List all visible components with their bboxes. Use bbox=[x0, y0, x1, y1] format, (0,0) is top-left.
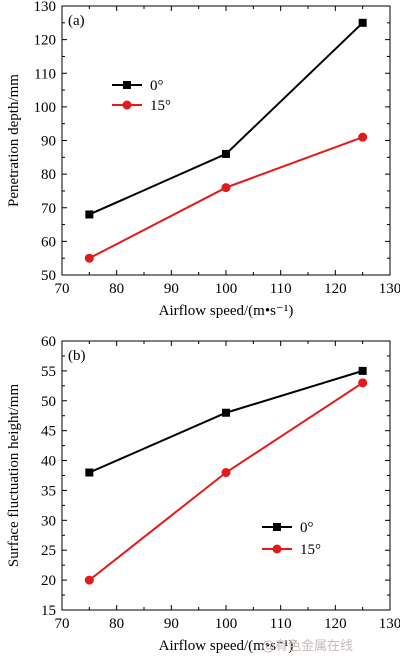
y-tick-label: 70 bbox=[41, 201, 56, 217]
legend-label: 0° bbox=[150, 78, 164, 94]
data-point-square bbox=[358, 18, 367, 27]
x-tick-label: 70 bbox=[55, 281, 70, 297]
data-point-square bbox=[222, 408, 230, 417]
x-tick-label: 100 bbox=[215, 616, 238, 632]
series-line-0 bbox=[88, 369, 363, 474]
chart-surface-fluctuation: 70 80 90 100 110 120 130 15 20 25 30 35 40 45 50 55 60 Ai… bbox=[6, 334, 400, 654]
x-tick-label: 80 bbox=[109, 281, 124, 297]
legend-label: 0° bbox=[300, 520, 314, 536]
y-tick-label: 40 bbox=[41, 454, 56, 470]
watermark-text: @有色金属在线 bbox=[262, 638, 353, 654]
y-tick-label: 130 bbox=[34, 0, 57, 15]
data-point-circle bbox=[221, 183, 231, 193]
x-tick-label: 100 bbox=[215, 281, 238, 297]
y-tick-label: 80 bbox=[41, 167, 56, 183]
x-tick-label: 110 bbox=[270, 281, 292, 297]
y-tick-label: 55 bbox=[41, 364, 56, 380]
y-tick-label: 30 bbox=[41, 513, 56, 529]
x-tick-label: 120 bbox=[324, 281, 347, 297]
data-point-square bbox=[358, 366, 367, 375]
y-tick-label: 60 bbox=[41, 234, 56, 250]
legend-marker-circle bbox=[122, 100, 132, 110]
y-tick-label: 90 bbox=[41, 134, 56, 150]
data-point-circle bbox=[358, 378, 368, 388]
x-tick-label: 90 bbox=[164, 281, 179, 297]
legend-marker-circle bbox=[272, 544, 282, 554]
y-tick-label: 20 bbox=[41, 573, 56, 589]
y-axis-label: Surface fluctuation height/mm bbox=[6, 384, 22, 568]
legend-label: 15° bbox=[300, 542, 321, 558]
data-point-square bbox=[85, 468, 94, 477]
data-point-circle bbox=[84, 253, 94, 263]
y-tick-label: 50 bbox=[41, 394, 56, 410]
x-tick-label: 130 bbox=[379, 281, 400, 297]
panel-label: (a) bbox=[68, 13, 85, 29]
y-tick-label: 50 bbox=[41, 268, 56, 284]
legend-label: 15° bbox=[150, 98, 171, 114]
data-point-circle bbox=[84, 575, 94, 585]
y-tick-label: 100 bbox=[34, 100, 57, 116]
y-tick-label: 45 bbox=[41, 424, 56, 440]
legend-marker-square bbox=[273, 523, 281, 531]
y-tick-label: 60 bbox=[41, 334, 56, 350]
chart-penetration-depth: 70 80 90 100 110 120 130 50 60 70 80 90 100 110 120 130… bbox=[6, 0, 400, 319]
data-point-square bbox=[85, 210, 94, 219]
data-point-circle bbox=[221, 468, 231, 478]
plot-frame bbox=[61, 5, 391, 276]
x-tick-label: 80 bbox=[109, 616, 124, 632]
y-tick-label: 35 bbox=[41, 483, 56, 499]
x-tick-label: 70 bbox=[55, 616, 70, 632]
x-tick-label: 90 bbox=[164, 616, 179, 632]
x-tick-label: 120 bbox=[324, 616, 347, 632]
x-axis-label: Airflow speed/(m•s⁻¹) bbox=[159, 303, 294, 319]
y-tick-label: 120 bbox=[34, 33, 57, 49]
y-axis-label: Penetration depth/mm bbox=[6, 74, 22, 207]
x-tick-label: 110 bbox=[270, 616, 292, 632]
y-tick-label: 25 bbox=[41, 543, 56, 559]
x-axis-label: Airflow speed/(m•s⁻¹) bbox=[159, 638, 294, 654]
panel-label: (b) bbox=[68, 348, 86, 364]
data-point-circle bbox=[358, 132, 368, 142]
legend-marker-square bbox=[123, 81, 131, 89]
y-tick-label: 110 bbox=[34, 66, 56, 82]
x-tick-label: 130 bbox=[379, 616, 400, 632]
data-point-square bbox=[222, 149, 230, 158]
y-tick-label: 15 bbox=[41, 603, 56, 619]
